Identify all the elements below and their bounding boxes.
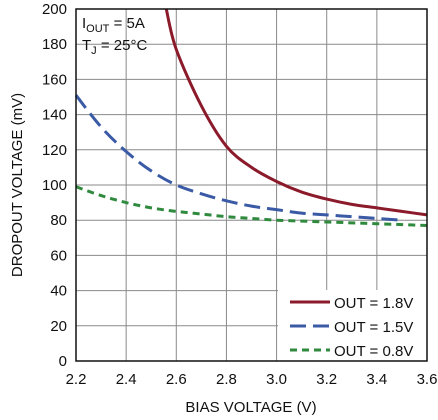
x-axis-title: BIAS VOLTAGE (V)	[185, 399, 316, 416]
legend: OUT = 1.8V OUT = 1.5V OUT = 0.8V	[278, 290, 430, 368]
y-tick-label-6: 120	[42, 142, 67, 159]
y-tick-label-5: 100	[42, 177, 67, 194]
y-tick-label-9: 180	[42, 36, 67, 53]
annotation-temperature-sub: J	[91, 45, 97, 57]
plot-frame	[75, 8, 428, 362]
legend-label-out-0-8v: OUT = 0.8V	[334, 343, 413, 360]
y-tick-label-2: 40	[50, 283, 67, 300]
grid-layer	[75, 8, 428, 362]
x-tick-label-2: 2.6	[166, 371, 187, 388]
series-line-0	[164, 8, 428, 217]
y-tick-label-3: 60	[50, 247, 67, 264]
y-tick-label-4: 80	[50, 212, 67, 229]
x-tick-label-3: 2.8	[216, 371, 237, 388]
y-tick-label-0: 0	[59, 353, 67, 370]
annotation-current-rest: = 5A	[109, 15, 144, 32]
x-tick-label-6: 3.4	[366, 371, 387, 388]
x-tick-label-5: 3.2	[316, 371, 337, 388]
annotation-current-main: I	[82, 15, 86, 32]
annotation-temperature-main: T	[82, 37, 91, 54]
legend-label-out-1-5v: OUT = 1.5V	[334, 319, 413, 336]
series-line-1	[74, 94, 403, 222]
x-tick-label-7: 3.6	[417, 371, 438, 388]
annotation-current: IOUT = 5A	[82, 15, 145, 35]
legend-label-out-1-8v: OUT = 1.8V	[334, 295, 413, 312]
x-tick-label-4: 3.0	[266, 371, 287, 388]
y-tick-label-7: 140	[42, 107, 67, 124]
annotation-temperature: TJ = 25°C	[82, 37, 147, 57]
tick-labels: 2.2 2.4 2.6 2.8 3.0 3.2 3.4 3.6 0 20 40 60 80 100 120 1…	[42, 1, 437, 388]
y-axis-title: DROPOUT VOLTAGE (mV)	[9, 93, 26, 277]
series-layer	[74, 8, 428, 227]
y-tick-label-10: 200	[42, 1, 67, 18]
x-tick-label-1: 2.4	[116, 371, 137, 388]
annotation-temperature-rest: = 25°C	[97, 37, 148, 54]
series-line-2	[75, 185, 428, 227]
y-tick-label-8: 160	[42, 71, 67, 88]
annotation-current-sub: OUT	[86, 23, 110, 35]
y-tick-label-1: 20	[50, 318, 67, 335]
x-tick-label-0: 2.2	[66, 371, 87, 388]
